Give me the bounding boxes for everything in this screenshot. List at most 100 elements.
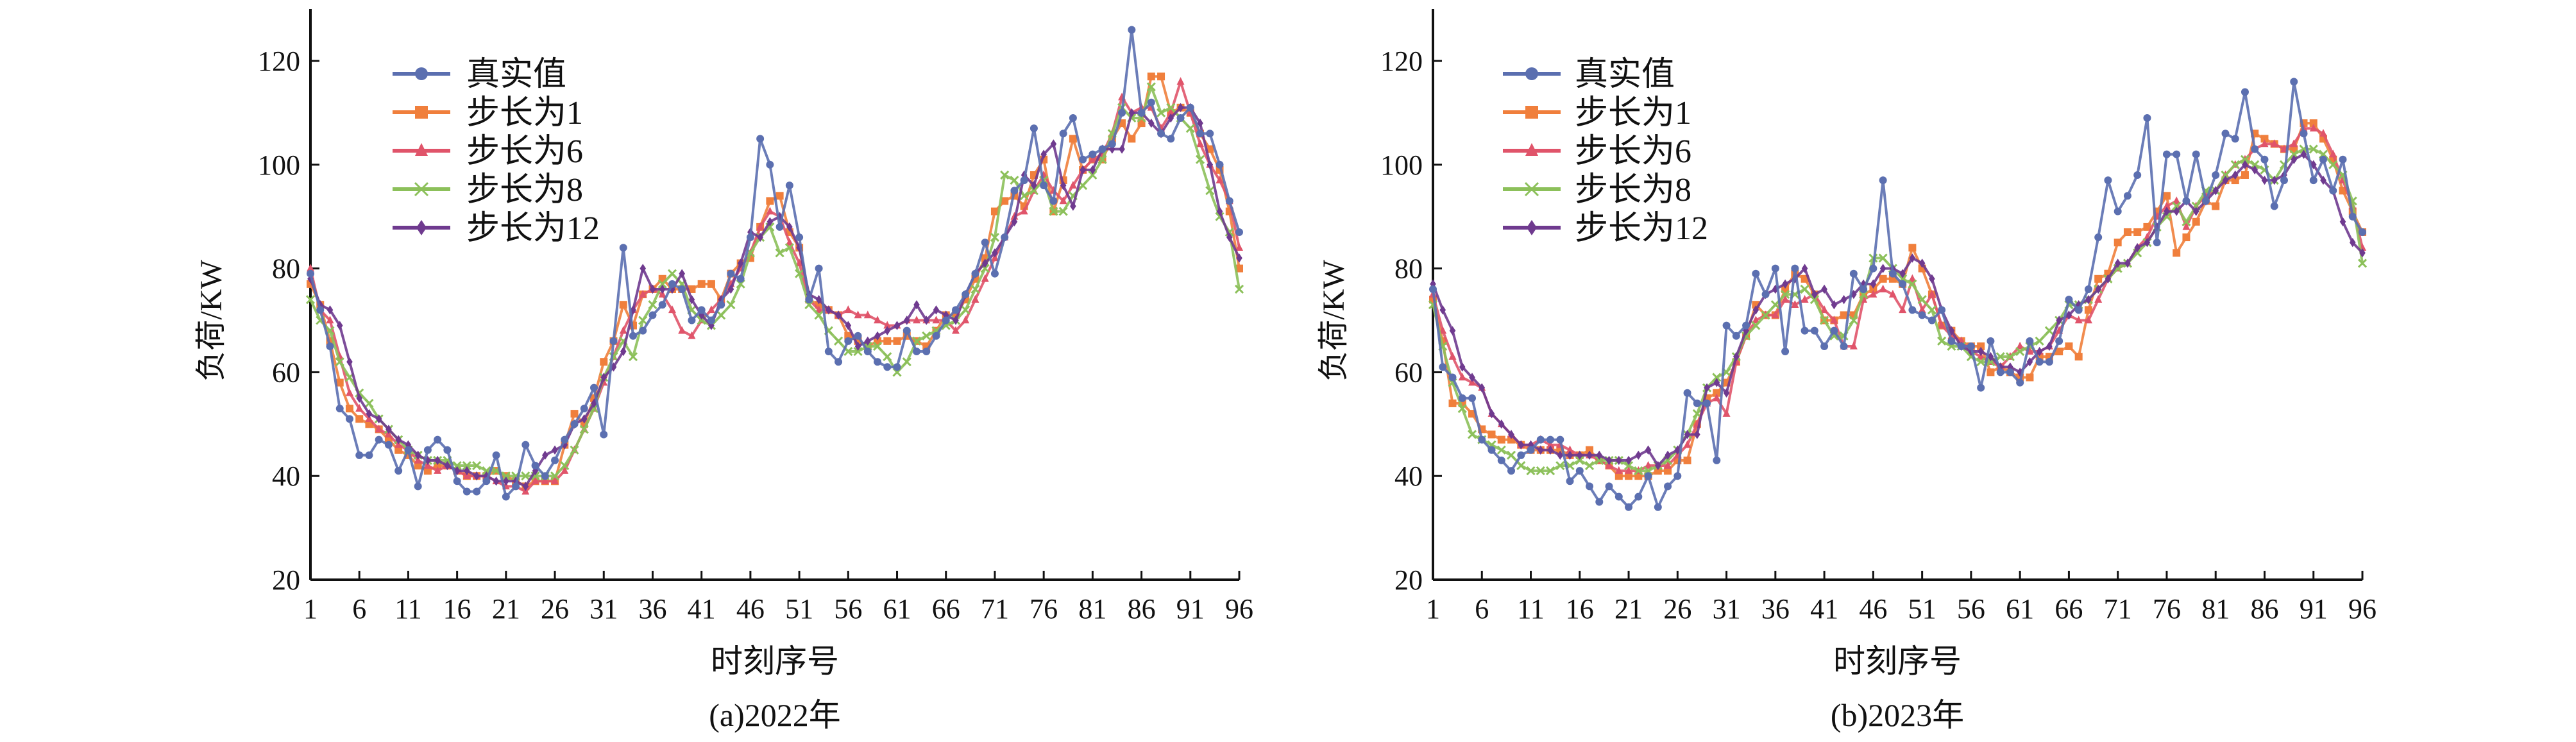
data-point-step1 (893, 337, 901, 345)
data-point-true (531, 462, 539, 470)
data-point-true (805, 296, 813, 304)
x-tick-label: 16 (443, 593, 471, 625)
data-point-true (512, 482, 520, 491)
data-point-step6 (766, 207, 774, 215)
data-point-step12 (1713, 378, 1720, 387)
data-point-step8 (1937, 336, 1947, 346)
data-point-step6 (326, 316, 334, 324)
data-point-true (2065, 296, 2073, 304)
data-point-step8 (883, 352, 892, 362)
y-tick-label: 120 (1380, 46, 1423, 77)
data-point-true (384, 441, 393, 449)
data-point-true (375, 435, 383, 444)
data-point-step12 (1050, 139, 1057, 149)
x-tick-label: 41 (688, 593, 716, 625)
data-point-step8 (1058, 207, 1068, 216)
data-point-step8 (638, 316, 648, 325)
data-point-true (1089, 150, 1097, 158)
x-tick-label: 56 (834, 593, 862, 625)
legend-label-step1: 步长为1 (1575, 95, 1691, 131)
data-point-true (1010, 187, 1019, 195)
data-point-step1 (2241, 171, 2249, 179)
data-point-step6 (2162, 201, 2171, 210)
data-point-step1 (2182, 233, 2190, 242)
x-tick-label: 31 (589, 593, 618, 625)
data-point-step12 (1625, 455, 1632, 466)
data-point-true (1147, 98, 1155, 106)
y-tick-label: 60 (1394, 357, 1423, 388)
data-point-step6 (1899, 305, 1907, 314)
data-point-step12 (1226, 232, 1233, 242)
data-point-true (1216, 160, 1224, 169)
data-point-step1 (414, 462, 422, 470)
data-point-step8 (1010, 176, 1019, 185)
data-point-true (2026, 337, 2034, 345)
data-point-step8 (716, 310, 726, 320)
data-point-step12 (659, 284, 666, 294)
data-point-step12 (395, 435, 402, 444)
legend-label-step8: 步长为8 (1575, 172, 1691, 208)
data-point-step6 (962, 316, 970, 324)
data-point-true (619, 244, 627, 252)
data-point-step12 (336, 321, 343, 330)
data-point-step8 (970, 284, 980, 294)
x-tick-label: 66 (932, 593, 960, 625)
data-point-true (2280, 176, 2288, 185)
data-point-true (2055, 337, 2063, 345)
data-point-step6 (1089, 155, 1097, 163)
data-point-step8 (570, 445, 579, 455)
data-point-step1 (2114, 239, 2122, 247)
data-point-step12 (1782, 279, 1788, 289)
data-point-true (609, 337, 618, 345)
legend-marker-true (415, 67, 428, 80)
data-point-step6 (795, 258, 804, 267)
data-point-step12 (933, 305, 940, 315)
data-point-true (1742, 321, 1750, 330)
data-point-step12 (1811, 289, 1818, 299)
data-point-step12 (346, 357, 353, 367)
data-point-true (1752, 269, 1760, 278)
data-point-true (2084, 285, 2092, 293)
data-point-step1 (2192, 217, 2200, 226)
data-point-true (1049, 197, 1058, 205)
data-point-step12 (493, 476, 500, 486)
x-tick-label: 1 (303, 593, 318, 625)
data-point-step8 (1800, 284, 1809, 294)
legend-label-step1: 步长为1 (466, 95, 583, 131)
data-point-step8 (550, 471, 560, 481)
data-point-true (1810, 326, 1818, 335)
data-point-step8 (1457, 403, 1467, 414)
data-point-step12 (1684, 430, 1691, 439)
data-point-step6 (2084, 316, 2092, 324)
data-point-step8 (1000, 170, 1010, 180)
data-point-step1 (1840, 311, 1848, 319)
x-tick-label: 61 (2006, 593, 2034, 625)
data-point-step6 (1849, 341, 1858, 350)
data-point-true (580, 405, 588, 413)
data-point-true (1478, 435, 1486, 444)
data-point-step1 (1157, 72, 1165, 81)
data-point-step8 (1712, 373, 1722, 382)
data-point-step8 (1584, 460, 1595, 471)
data-point-step8 (1761, 310, 1770, 320)
data-point-true (2182, 197, 2190, 205)
data-point-step6 (678, 326, 686, 334)
data-point-step6 (981, 274, 989, 282)
legend-label-step12: 步长为12 (1575, 210, 1708, 247)
data-point-step12 (503, 476, 509, 486)
data-point-step1 (1128, 135, 1136, 143)
data-point-step8 (2328, 160, 2338, 169)
data-point-step6 (2074, 316, 2083, 324)
data-point-step6 (1020, 207, 1028, 215)
data-point-step8 (1770, 300, 1780, 310)
data-point-step12 (425, 455, 431, 466)
data-point-step12 (1948, 326, 1955, 335)
data-point-step8 (1195, 155, 1205, 164)
data-point-step1 (600, 358, 608, 366)
data-point-true (1157, 130, 1165, 138)
data-point-step8 (2005, 352, 2015, 362)
data-point-step12 (649, 284, 656, 294)
data-point-true (962, 291, 970, 299)
data-point-step6 (2270, 139, 2278, 148)
